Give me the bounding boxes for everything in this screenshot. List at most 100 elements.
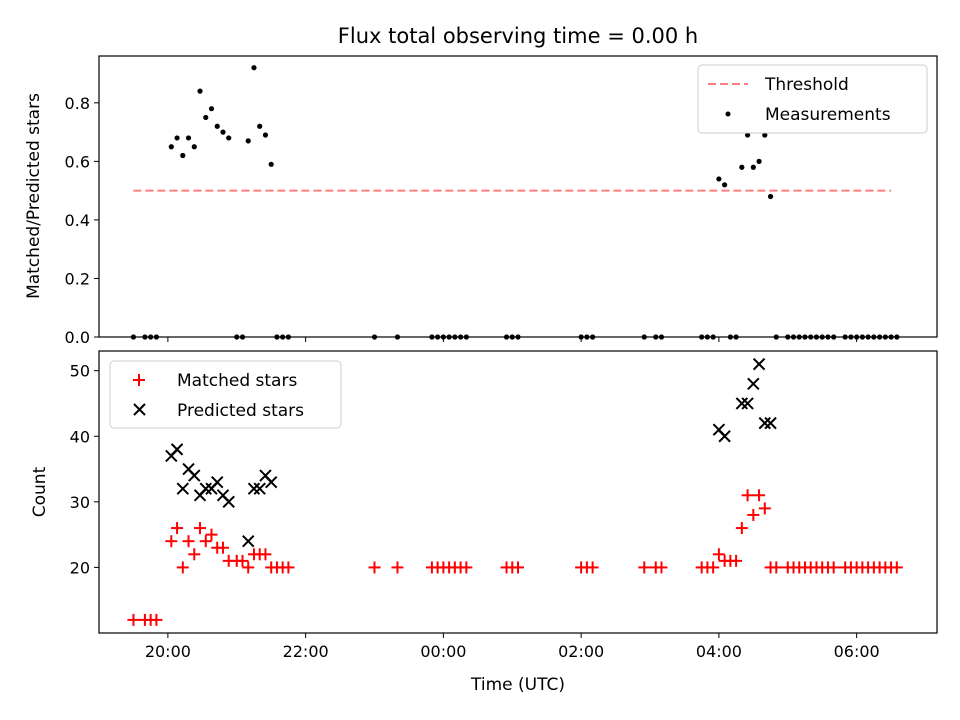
legend-predicted-swatch: [133, 403, 146, 416]
matched-star-point: [242, 561, 255, 574]
legend-measurements-swatch: [725, 111, 731, 117]
matched-star-point: [712, 548, 725, 561]
matched-star-point: [747, 508, 760, 521]
top-y-tick-label: 0.0: [65, 328, 90, 347]
bottom-y-tick-label: 30: [70, 493, 90, 512]
legend-threshold-label: Threshold: [764, 75, 849, 95]
measurement-point: [762, 132, 768, 138]
matched-star-point: [707, 561, 720, 574]
matched-star-point: [188, 548, 201, 561]
predicted-star-point: [747, 377, 760, 390]
predicted-star-point: [188, 469, 201, 482]
matched-star-point: [176, 561, 189, 574]
matched-star-point: [827, 561, 840, 574]
predicted-star-point: [199, 482, 212, 495]
bottom-x-tick-label: 06:00: [834, 642, 880, 661]
predicted-star-point: [176, 482, 190, 495]
predicted-star-point: [764, 416, 777, 430]
bottom-x-tick-label: 00:00: [420, 642, 466, 661]
measurement-point: [251, 65, 257, 71]
predicted-star-point: [264, 475, 278, 489]
matched-star-point: [770, 561, 783, 574]
matched-star-point: [741, 489, 754, 502]
top-legend-box: [697, 64, 928, 134]
matched-star-point: [236, 554, 249, 567]
measurement-point: [220, 129, 226, 135]
measurement-point: [214, 123, 220, 129]
top-plot-marks: [130, 65, 900, 340]
top-y-tick-label: 0.2: [65, 269, 90, 288]
matched-star-point: [150, 613, 163, 626]
matched-star-point: [199, 535, 212, 548]
measurement-point: [750, 164, 756, 170]
measurement-point: [191, 144, 197, 150]
bottom-x-tick-label: 02:00: [558, 642, 604, 661]
matched-star-point: [171, 522, 184, 535]
measurement-point: [739, 164, 745, 170]
measurement-point: [180, 152, 186, 159]
bottom-x-tick-label: 22:00: [283, 642, 329, 661]
matched-star-point: [282, 561, 295, 574]
matched-star-point: [259, 548, 272, 561]
measurement-point: [268, 161, 274, 167]
matched-star-point: [216, 541, 229, 554]
bottom-y-axis-ticks: 20 30 40 50: [70, 362, 99, 577]
matched-star-point: [512, 561, 524, 574]
top-x-axis-ticks: [167, 337, 858, 342]
measurement-point: [716, 176, 722, 182]
predicted-star-point: [758, 416, 772, 430]
measurement-point: [168, 144, 174, 150]
matched-star-point: [638, 561, 651, 574]
measurement-point: [174, 135, 180, 141]
matched-star-point: [586, 561, 599, 574]
top-panel: 0.00.20.40.60.8 Matched/Predicted stars …: [24, 55, 938, 347]
matched-star-point: [368, 561, 381, 574]
top-legend: Threshold Measurements: [697, 64, 928, 134]
matched-star-point: [182, 535, 195, 548]
top-y-axis-label: Matched/Predicted stars: [24, 93, 44, 299]
predicted-star-point: [735, 397, 749, 410]
measurement-point: [226, 135, 232, 141]
predicted-star-point: [718, 430, 731, 443]
predicted-star-point: [752, 357, 766, 371]
predicted-star-point: [242, 534, 255, 548]
legend-measurements-label: Measurements: [765, 105, 891, 125]
bottom-legend: Matched stars Predicted stars: [109, 360, 342, 429]
matched-star-point: [735, 522, 748, 535]
bottom-x-axis-ticks: 20:00 22:00 00:00 02:00 04:00 06:00: [145, 633, 880, 661]
top-axes-frame: [98, 55, 938, 338]
measurement-point: [262, 132, 269, 138]
predicted-star-point: [222, 495, 235, 509]
top-y-axis-ticks: 0.0 0.2 0.4 0.6 0.8: [65, 94, 99, 347]
matched-star-point: [758, 502, 771, 515]
matched-star-point: [205, 528, 218, 541]
legend-predicted-label: Predicted stars: [177, 401, 304, 421]
matched-star-point: [127, 613, 140, 626]
matched-star-point: [391, 561, 404, 574]
bottom-y-tick-label: 20: [70, 558, 90, 577]
matched-star-point: [730, 554, 743, 567]
bottom-x-tick-label: 04:00: [696, 642, 742, 661]
predicted-star-point: [211, 475, 224, 489]
measurement-point: [208, 106, 215, 112]
matched-star-point: [460, 561, 473, 574]
top-y-tick-label: 0.4: [65, 211, 90, 230]
matched-star-point: [890, 561, 903, 574]
measurement-point: [744, 132, 751, 138]
predicted-star-point: [170, 443, 184, 456]
measurement-point: [185, 135, 192, 141]
bottom-axes-frame: [98, 350, 938, 634]
bottom-plot-marks: [127, 357, 903, 626]
bottom-x-axis-label: Time (UTC): [470, 675, 565, 695]
bottom-y-tick-label: 40: [70, 427, 90, 446]
predicted-star-point: [741, 397, 754, 410]
matched-star-point: [194, 522, 207, 535]
bottom-x-tick-label: 20:00: [145, 642, 191, 661]
legend-matched-label: Matched stars: [177, 371, 297, 391]
chart-title: Flux total observing time = 0.00 h: [338, 24, 698, 48]
bottom-y-tick-label: 50: [70, 362, 90, 381]
top-y-tick-label: 0.6: [65, 152, 90, 171]
measurement-point: [257, 123, 263, 129]
